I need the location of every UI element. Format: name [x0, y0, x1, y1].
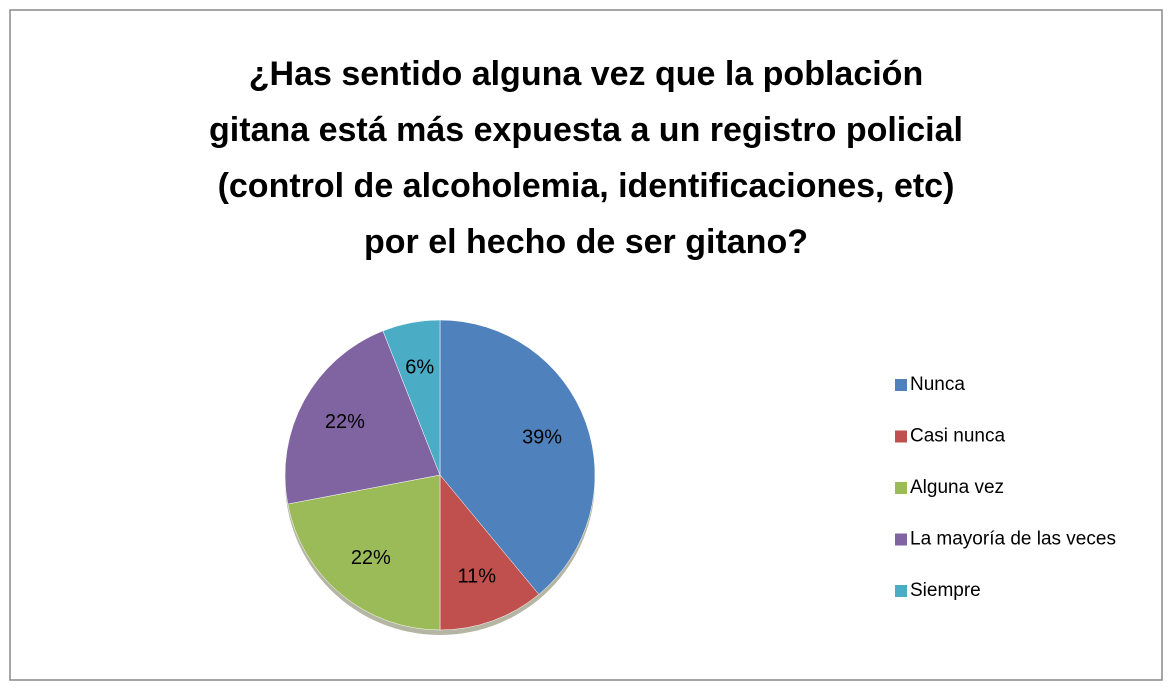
legend-swatch [895, 533, 907, 546]
chart-title: por el hecho de ser gitano? [364, 223, 808, 261]
legend-swatch [895, 482, 907, 494]
legend-swatch [895, 585, 907, 597]
data-label: 22% [325, 411, 365, 433]
pie-slice [439, 474, 540, 631]
chart-title: ¿Has sentido alguna vez que la población [249, 55, 923, 93]
legend-label: Casi nunca [910, 426, 1005, 447]
chart-title: gitana está más expuesta a un registro p… [209, 111, 963, 149]
data-label: 6% [405, 357, 434, 379]
chart-frame [9, 9, 1163, 681]
chart-title: (control de alcoholemia, identificacione… [218, 167, 955, 205]
legend-label: Alguna vez [910, 477, 1004, 498]
legend-label: Nunca [910, 374, 965, 395]
pie-slice [284, 330, 441, 505]
data-label: 39% [522, 427, 562, 449]
legend-swatch [895, 430, 907, 443]
data-label: 11% [457, 565, 496, 587]
pie-slice [287, 474, 441, 631]
legend-label: Siempre [910, 580, 981, 601]
legend-label: La mayoría de las veces [910, 529, 1116, 550]
data-label: 22% [351, 547, 391, 569]
pie-slice [439, 319, 596, 595]
pie-slice [382, 319, 441, 476]
legend-swatch [895, 379, 907, 391]
